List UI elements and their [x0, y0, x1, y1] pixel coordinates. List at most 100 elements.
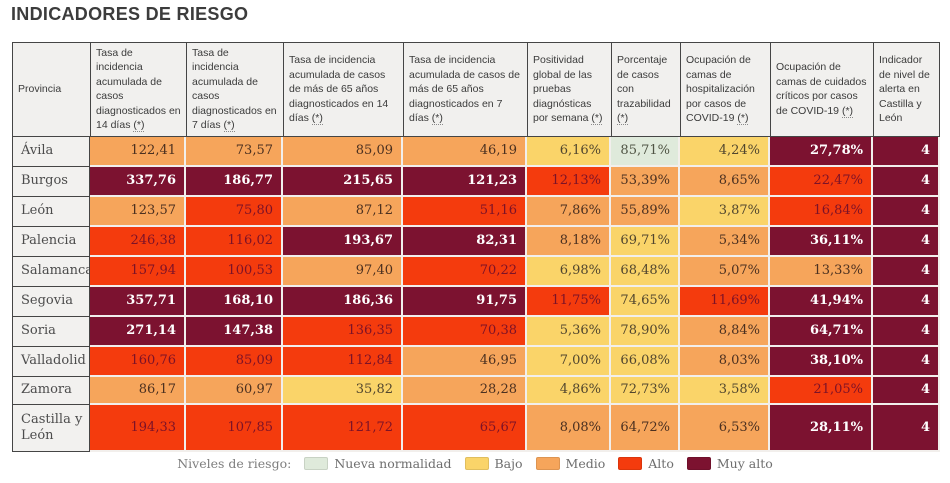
value-cell: 78,90%	[611, 316, 680, 347]
column-header: Positividad global de las pruebas diagnó…	[527, 42, 611, 137]
value-cell: 73,57	[186, 136, 283, 167]
legend-swatch-muyalto	[686, 457, 711, 470]
value-cell: 70,22	[403, 256, 527, 287]
value-cell: 69,71%	[611, 226, 680, 257]
legend-swatch-nueva	[304, 457, 329, 470]
value-cell: 46,19	[403, 136, 527, 167]
value-cell: 27,78%	[770, 136, 873, 167]
value-cell: 8,08%	[527, 404, 611, 452]
column-header-label: Tasa de incidencia acumulada de casos de…	[409, 54, 520, 125]
column-header: Ocupación de camas de cuidados críticos …	[770, 42, 873, 137]
footnote-link[interactable]: (*)	[311, 112, 323, 126]
value-cell: 186,77	[186, 166, 283, 197]
value-cell: 100,53	[186, 256, 283, 287]
value-cell: 53,39%	[611, 166, 680, 197]
value-cell: 121,23	[403, 166, 527, 197]
column-header-label: Tasa de incidencia acumulada de casos di…	[96, 47, 181, 132]
value-cell: 22,47%	[770, 166, 873, 197]
value-cell: 194,33	[90, 404, 186, 452]
value-cell: 51,16	[403, 196, 527, 227]
value-cell: 116,02	[186, 226, 283, 257]
footnote-link[interactable]: (*)	[737, 112, 749, 126]
value-cell: 122,41	[90, 136, 186, 167]
value-cell: 246,38	[90, 226, 186, 257]
value-cell: 41,94%	[770, 286, 873, 317]
value-cell: 64,72%	[611, 404, 680, 452]
column-header-label: Tasa de incidencia acumulada de casos de…	[289, 54, 389, 125]
value-cell: 3,58%	[680, 376, 770, 405]
value-cell: 160,76	[90, 346, 186, 377]
table-row: Ávila 122,41 73,57 85,09 46,19 6,16% 85,71% 4,2…	[12, 136, 940, 167]
risk-legend: Niveles de riesgo: Nueva normalidad Bajo M…	[0, 456, 950, 471]
footnote-link[interactable]: (*)	[617, 112, 629, 126]
value-cell: 8,18%	[527, 226, 611, 257]
column-header: Tasa de incidencia acumulada de casos de…	[403, 42, 527, 137]
footnote-link[interactable]: (*)	[591, 112, 603, 126]
table-row: Burgos 337,76 186,77 215,65 121,23 12,13% 53,3…	[12, 166, 940, 197]
province-cell: Palencia	[12, 226, 90, 257]
legend-item: Medio	[535, 456, 606, 471]
province-cell: Burgos	[12, 166, 90, 197]
province-cell: Zamora	[12, 376, 90, 405]
value-cell: 72,73%	[611, 376, 680, 405]
value-cell: 8,65%	[680, 166, 770, 197]
alert-level-cell: 4	[873, 256, 940, 287]
column-header-label: Provincia	[18, 83, 62, 96]
footnote-link[interactable]: (*)	[133, 119, 145, 133]
value-cell: 7,86%	[527, 196, 611, 227]
legend-swatch-bajo	[464, 457, 489, 470]
alert-level-cell: 4	[873, 376, 940, 405]
legend-item-label: Muy alto	[716, 456, 773, 471]
legend-swatch-alto	[618, 457, 643, 470]
value-cell: 337,76	[90, 166, 186, 197]
value-cell: 3,87%	[680, 196, 770, 227]
value-cell: 6,16%	[527, 136, 611, 167]
value-cell: 6,53%	[680, 404, 770, 452]
value-cell: 357,71	[90, 286, 186, 317]
alert-level-cell: 4	[873, 196, 940, 227]
value-cell: 70,38	[403, 316, 527, 347]
value-cell: 38,10%	[770, 346, 873, 377]
legend-item-label: Alto	[648, 456, 674, 471]
table-row: Castilla y León 194,33 107,85 121,72 65,67 8,…	[12, 404, 940, 452]
value-cell: 11,75%	[527, 286, 611, 317]
value-cell: 147,38	[186, 316, 283, 347]
value-cell: 74,65%	[611, 286, 680, 317]
province-cell: Soria	[12, 316, 90, 347]
value-cell: 186,36	[283, 286, 403, 317]
value-cell: 16,84%	[770, 196, 873, 227]
legend-item-label: Nueva normalidad	[334, 456, 452, 471]
legend-item: Muy alto	[686, 456, 773, 471]
footnote-link[interactable]: (*)	[223, 119, 235, 133]
value-cell: 28,11%	[770, 404, 873, 452]
value-cell: 75,80	[186, 196, 283, 227]
footnote-link[interactable]: (*)	[841, 104, 854, 118]
table-row: Zamora 86,17 60,97 35,82 28,28 4,86% 72,73% 3,5…	[12, 376, 940, 405]
column-header-label: Indicador de nivel de alerta en Castilla…	[879, 54, 930, 125]
column-header: Ocupación de camas de hospitalización po…	[680, 42, 770, 137]
column-header-label: Positividad global de las pruebas diagnó…	[533, 54, 592, 125]
alert-level-cell: 4	[873, 136, 940, 167]
value-cell: 123,57	[90, 196, 186, 227]
value-cell: 7,00%	[527, 346, 611, 377]
legend-item-label: Medio	[565, 456, 606, 471]
value-cell: 85,09	[186, 346, 283, 377]
table-row: Salamanca 157,94 100,53 97,40 70,22 6,98% 68,4…	[12, 256, 940, 287]
value-cell: 13,33%	[770, 256, 873, 287]
table-row: Valladolid 160,76 85,09 112,84 46,95 7,00% 66,…	[12, 346, 940, 377]
value-cell: 28,28	[403, 376, 527, 405]
value-cell: 112,84	[283, 346, 403, 377]
legend-swatch-medio	[535, 457, 560, 470]
legend-item: Bajo	[464, 456, 523, 471]
value-cell: 4,24%	[680, 136, 770, 167]
value-cell: 68,48%	[611, 256, 680, 287]
table-row: León 123,57 75,80 87,12 51,16 7,86% 55,89% 3,87…	[12, 196, 940, 227]
value-cell: 82,31	[403, 226, 527, 257]
province-column-header: Provincia	[12, 42, 90, 137]
value-cell: 64,71%	[770, 316, 873, 347]
value-cell: 168,10	[186, 286, 283, 317]
value-cell: 21,05%	[770, 376, 873, 405]
value-cell: 271,14	[90, 316, 186, 347]
footnote-link[interactable]: (*)	[431, 112, 443, 126]
